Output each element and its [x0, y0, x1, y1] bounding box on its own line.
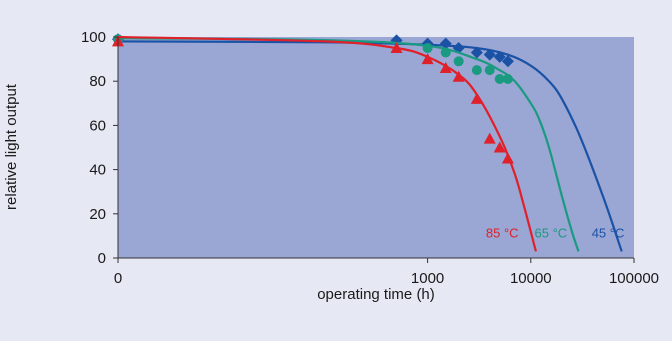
data-point-circle [494, 73, 505, 84]
series-label-85c: 85 °C [486, 225, 519, 240]
data-point-diamond [493, 50, 506, 63]
data-point-triangle [421, 53, 434, 65]
data-point-circle [502, 73, 513, 84]
y-tick-label: 80 [89, 73, 106, 90]
series-label-65c: 65 °C [535, 225, 568, 240]
x-axis-label: operating time (h) [317, 286, 435, 303]
data-point-triangle [483, 132, 496, 144]
series-line-85c [117, 35, 537, 252]
y-tick-label: 20 [89, 206, 106, 223]
data-point-triangle [501, 152, 514, 164]
y-tick-label: 100 [81, 29, 106, 46]
data-point-diamond [483, 48, 496, 61]
data-point-circle [422, 43, 433, 54]
y-tick-label: 60 [89, 117, 106, 134]
data-point-triangle [470, 92, 483, 104]
x-tick-label: 1000 [411, 270, 444, 287]
x-tick-label: 10000 [510, 270, 552, 287]
x-tick-label: 0 [114, 270, 122, 287]
data-point-diamond [470, 46, 483, 59]
series-label-45c: 45 °C [592, 225, 625, 240]
y-tick-label: 0 [98, 250, 106, 267]
y-tick-label: 40 [89, 162, 106, 179]
y-axis-label: relative light output [3, 83, 20, 210]
series-line-65c [117, 37, 580, 252]
data-point-circle [453, 56, 464, 67]
data-point-circle [471, 65, 482, 76]
data-point-circle [440, 47, 451, 58]
data-point-circle [484, 65, 495, 76]
x-tick-label: 100000 [609, 270, 659, 287]
data-point-triangle [439, 61, 452, 73]
data-point-triangle [452, 70, 465, 82]
data-point-diamond [501, 55, 514, 68]
data-point-diamond [439, 37, 452, 50]
data-point-triangle [493, 141, 506, 153]
data-point-triangle [390, 42, 403, 54]
